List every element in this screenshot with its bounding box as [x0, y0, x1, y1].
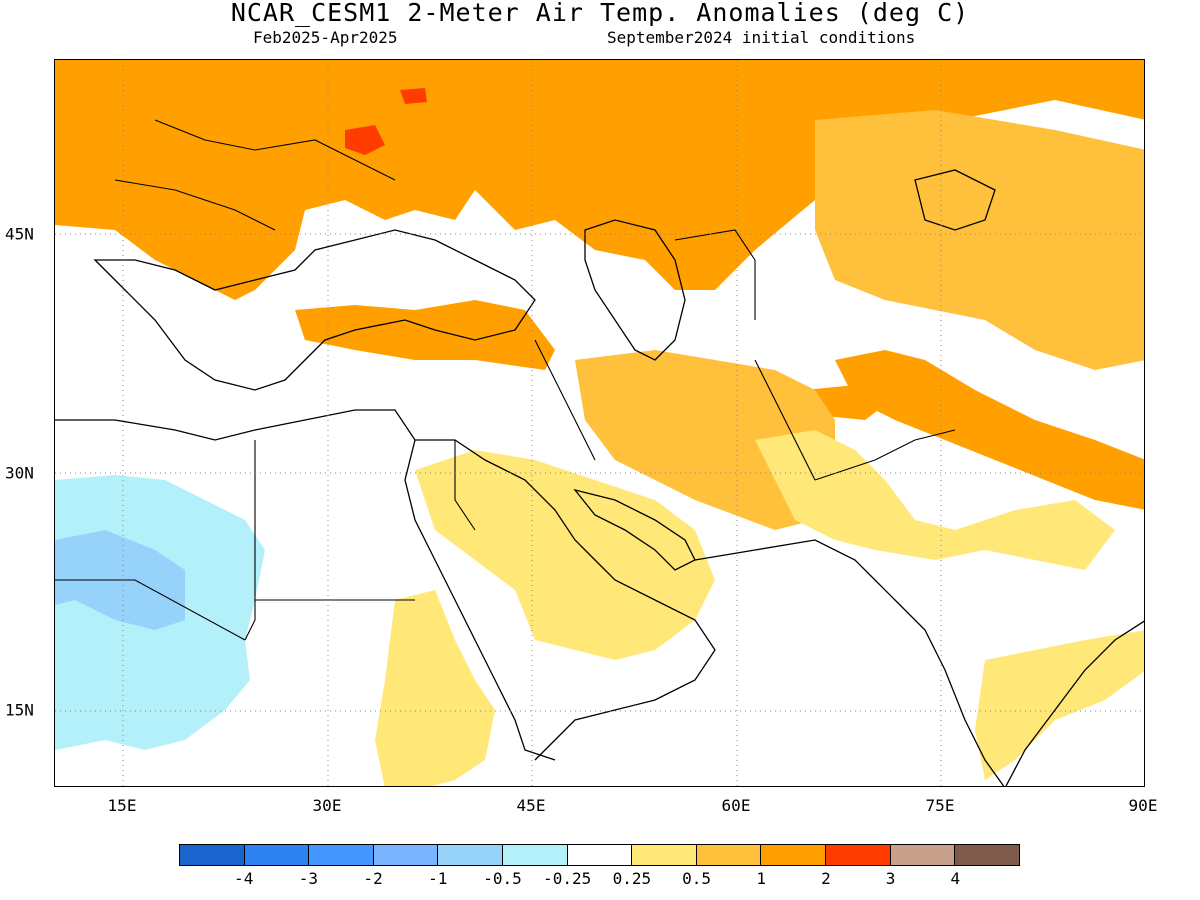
- legend-label: -4: [234, 869, 254, 888]
- legend-swatch: [632, 845, 697, 865]
- anomaly-region-orange-turkey: [295, 300, 555, 370]
- anomaly-map: [55, 60, 1144, 786]
- anomaly-region-yellow-east-africa: [375, 590, 495, 786]
- lon-tick-label: 90E: [1128, 796, 1158, 815]
- anomaly-region-red-north: [400, 88, 427, 104]
- lon-tick-label: 75E: [925, 796, 955, 815]
- legend-swatch: [180, 845, 245, 865]
- anomaly-region-lightorange-iran: [575, 350, 835, 530]
- anomaly-region-orange-tibet: [835, 350, 1144, 510]
- legend-swatch: [761, 845, 827, 865]
- legend-label: -2: [363, 869, 383, 888]
- anomaly-region-yellow-india: [975, 630, 1144, 780]
- legend-label: 4: [950, 869, 961, 888]
- anomaly-region-yellow-pakistan: [755, 430, 1115, 570]
- lon-tick-label: 60E: [721, 796, 751, 815]
- lon-tick-label: 45E: [516, 796, 546, 815]
- gridlines: [55, 60, 1144, 786]
- lat-tick-label: 15N: [5, 700, 34, 720]
- legend-label: -0.5: [483, 869, 522, 888]
- legend-swatch: [438, 845, 504, 865]
- lon-tick-label: 15E: [107, 796, 137, 815]
- lon-tick-label: 30E: [312, 796, 342, 815]
- legend-swatch: [309, 845, 374, 865]
- legend-label: -0.25: [543, 869, 592, 888]
- legend-swatch: [826, 845, 891, 865]
- legend-swatch: [244, 845, 310, 865]
- legend-label: 0.5: [682, 869, 711, 888]
- country-borders: [55, 119, 956, 641]
- legend-label: 1: [756, 869, 767, 888]
- legend-label: -3: [298, 869, 319, 888]
- legend-label: -1: [428, 869, 448, 888]
- color-legend: -4 -3 -2 -1 -0.5 -0.25 0.25 0.5 1 2 3 4: [179, 844, 1020, 888]
- lat-tick-label: 45N: [5, 224, 34, 244]
- forecast-period: Feb2025-Apr2025: [253, 28, 398, 47]
- anomaly-region-yellow-arabia: [415, 450, 715, 660]
- legend-swatch: [890, 845, 956, 865]
- lat-tick-label: 30N: [5, 463, 34, 483]
- map-panel: [54, 59, 1145, 787]
- legend-label: 0.25: [612, 869, 652, 888]
- legend-swatch: [696, 845, 762, 865]
- legend-swatch: [373, 845, 439, 865]
- legend-swatch: [503, 845, 568, 865]
- legend-label: 2: [821, 869, 831, 888]
- legend-swatch: [567, 845, 633, 865]
- anomaly-region-lightorange-central-asia: [815, 110, 1144, 370]
- coastlines: [55, 169, 1144, 786]
- legend-swatch: [955, 845, 1019, 865]
- map-title: NCAR_CESM1 2-Meter Air Temp. Anomalies (…: [230, 0, 970, 27]
- legend-label: 3: [885, 869, 896, 888]
- initial-conditions: September2024 initial conditions: [607, 28, 916, 47]
- legend-bar: [179, 844, 1020, 866]
- anomaly-region-red-ukraine: [345, 125, 385, 155]
